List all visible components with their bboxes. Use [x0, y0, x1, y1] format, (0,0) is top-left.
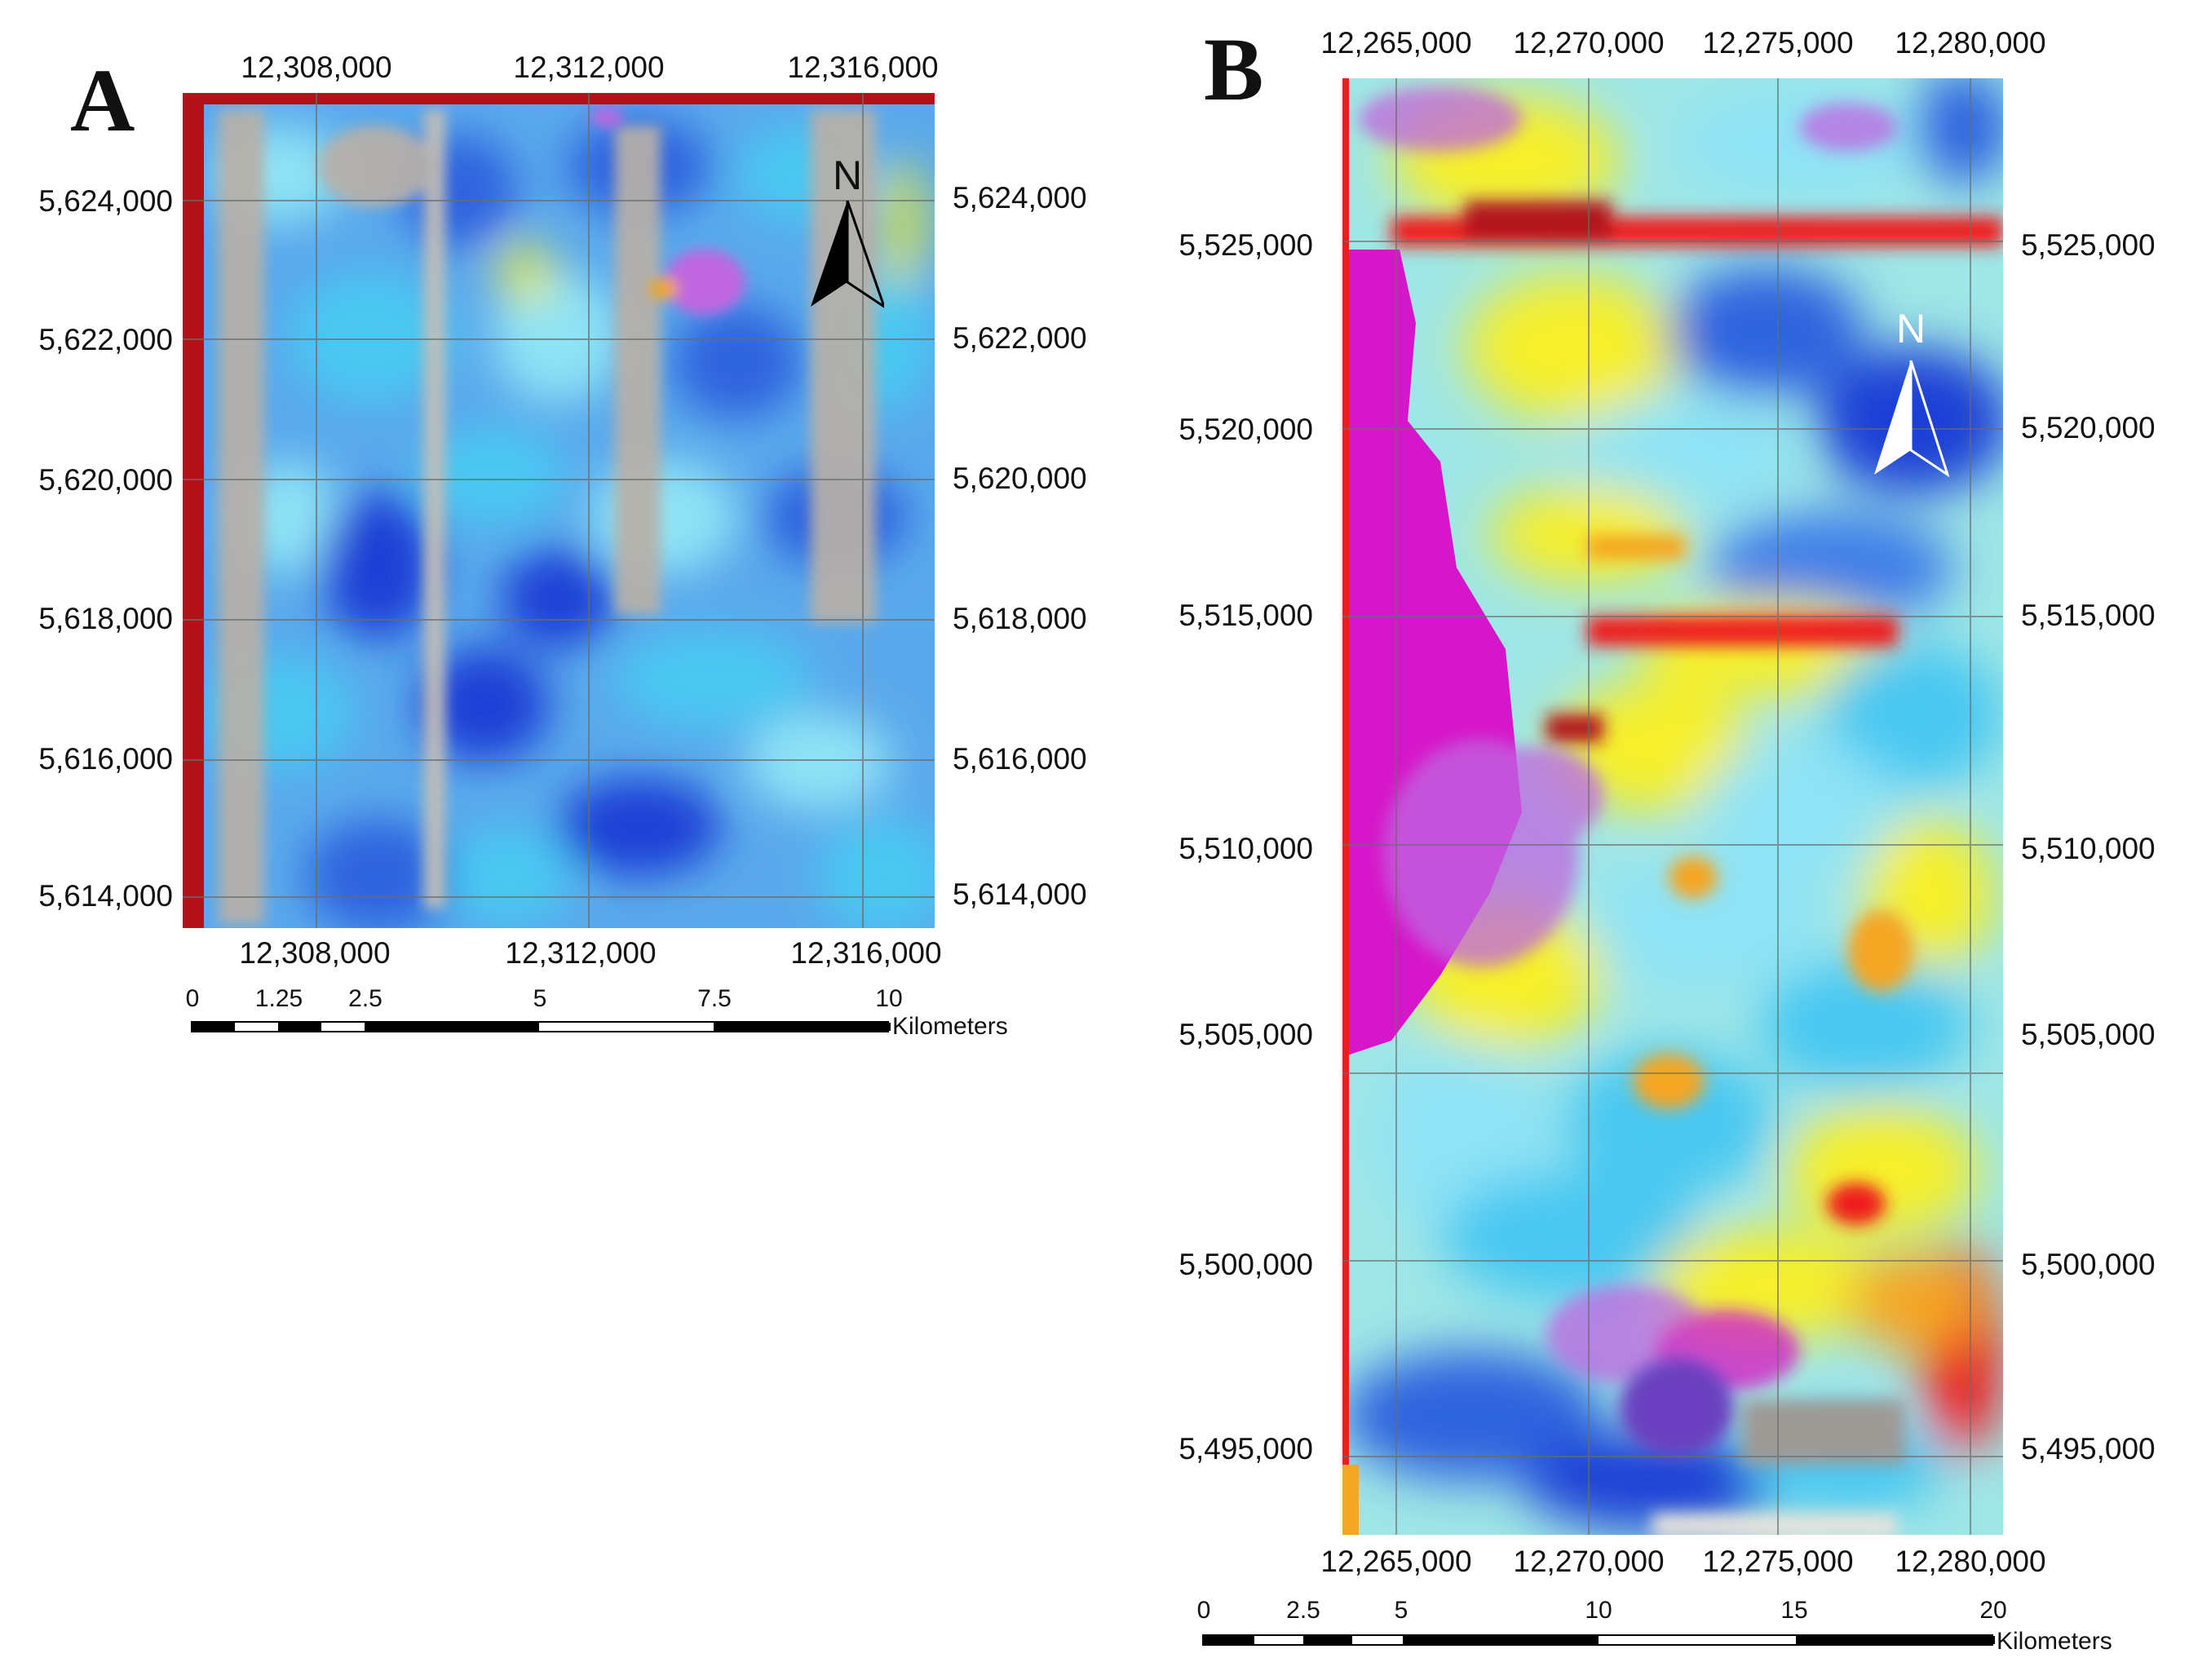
panel-b-left-tick: 5,500,000 [1179, 1248, 1313, 1281]
panel-b-map [1342, 78, 2003, 1535]
panel-b-heatmap [1342, 78, 2003, 1535]
panel-a-bottom-tick: 12,316,000 [790, 936, 942, 970]
panel-b-bottom-tick: 12,270,000 [1513, 1545, 1665, 1578]
panel-a-right-tick: 5,616,000 [953, 742, 1087, 776]
panel-a-scale-bar [191, 1021, 891, 1032]
panel-a-scale-label: 2.5 [348, 985, 383, 1012]
panel-a-label: A [70, 51, 135, 150]
panel-b-north-label: N [1895, 306, 1926, 351]
panel-a-map [183, 93, 935, 928]
panel-a-left-tick: 5,614,000 [38, 879, 173, 913]
panel-a-north-arrow: N [811, 155, 884, 318]
panel-a-scale-label: 1.25 [254, 985, 303, 1012]
panel-a-left-tick: 5,616,000 [38, 742, 173, 776]
panel-b-scale-bar [1202, 1634, 1995, 1646]
panel-a-right-tick: 5,622,000 [953, 321, 1087, 355]
panel-b-left-tick: 5,525,000 [1179, 228, 1313, 262]
panel-a-scale-unit: Kilometers [892, 1013, 1008, 1040]
panel-b-scale-label: 20 [1979, 1597, 2007, 1624]
panel-b-top-tick: 12,280,000 [1895, 26, 2046, 60]
panel-a-left-tick: 5,620,000 [38, 463, 173, 497]
panel-b-bottom-tick: 12,275,000 [1702, 1545, 1854, 1578]
panel-b-top-tick: 12,270,000 [1513, 26, 1665, 60]
panel-a-right-tick: 5,618,000 [953, 602, 1087, 635]
panel-a-right-tick: 5,614,000 [953, 878, 1087, 911]
panel-a-right-tick: 5,620,000 [953, 462, 1087, 495]
panel-a-scale-label: 7.5 [697, 985, 732, 1012]
panel-b-left-tick: 5,510,000 [1179, 832, 1313, 865]
panel-a-top-tick: 12,316,000 [787, 51, 939, 84]
north-arrow-icon [811, 201, 884, 308]
panel-b-right-tick: 5,505,000 [2021, 1018, 2156, 1051]
panel-a-scale-label: 5 [533, 985, 547, 1012]
panel-b-bottom-tick: 12,265,000 [1320, 1545, 1472, 1578]
panel-b-right-tick: 5,495,000 [2021, 1432, 2156, 1466]
panel-a-left-tick: 5,624,000 [38, 184, 173, 218]
panel-b-top-tick: 12,265,000 [1320, 26, 1472, 60]
panel-b-label: B [1204, 20, 1264, 119]
panel-b-right-tick: 5,520,000 [2021, 411, 2156, 444]
panel-a-bottom-tick: 12,312,000 [505, 936, 657, 970]
panel-a-top-tick: 12,312,000 [513, 51, 665, 84]
panel-b-left-tick: 5,505,000 [1179, 1018, 1313, 1051]
panel-b-scale-label: 15 [1780, 1597, 1808, 1624]
panel-b-right-tick: 5,515,000 [2021, 599, 2156, 632]
panel-b-right-tick: 5,500,000 [2021, 1248, 2156, 1281]
panel-a-scale-label: 0 [185, 985, 200, 1012]
north-arrow-icon [1874, 360, 1949, 478]
panel-b-left-tick: 5,520,000 [1179, 413, 1313, 446]
panel-a-top-tick: 12,308,000 [241, 51, 392, 84]
panel-b-top-tick: 12,275,000 [1702, 26, 1854, 60]
panel-a-north-label: N [832, 153, 863, 198]
panel-b-scale-label: 0 [1196, 1597, 1211, 1624]
panel-b-scale-label: 10 [1585, 1597, 1612, 1624]
panel-a-left-tick: 5,622,000 [38, 323, 173, 356]
panel-b-scale-label: 5 [1394, 1597, 1408, 1624]
panel-b-right-tick: 5,510,000 [2021, 832, 2156, 865]
panel-b-bottom-tick: 12,280,000 [1895, 1545, 2046, 1578]
panel-b-right-tick: 5,525,000 [2021, 228, 2156, 262]
panel-b-left-tick: 5,495,000 [1179, 1432, 1313, 1466]
panel-a-scale-label: 10 [875, 985, 903, 1012]
panel-a-left-tick: 5,618,000 [38, 602, 173, 635]
panel-b-left-tick: 5,515,000 [1179, 599, 1313, 632]
panel-b-north-arrow: N [1873, 308, 1949, 488]
panel-a-bottom-tick: 12,308,000 [239, 936, 391, 970]
panel-a-heatmap [183, 93, 935, 928]
panel-b-scale-unit: Kilometers [1997, 1628, 2112, 1655]
panel-a-right-tick: 5,624,000 [953, 181, 1087, 214]
panel-b-scale-label: 2.5 [1286, 1597, 1320, 1624]
